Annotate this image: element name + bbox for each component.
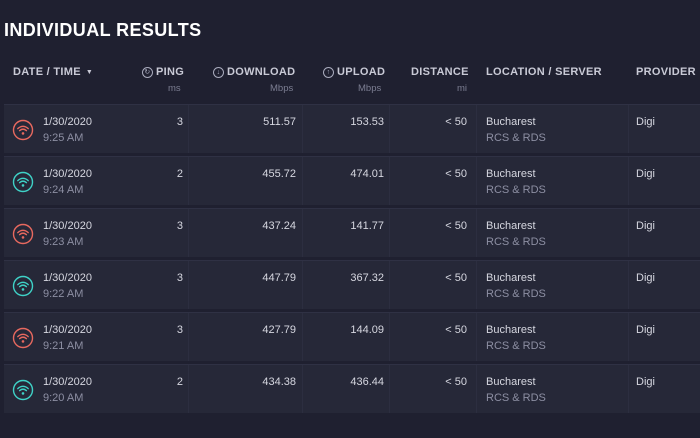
result-upload: 436.44 — [350, 376, 384, 388]
result-server: RCS & RDS — [486, 184, 546, 196]
result-upload: 474.01 — [350, 168, 384, 180]
result-distance: < 50 — [445, 324, 467, 336]
result-server: RCS & RDS — [486, 392, 546, 404]
result-upload: 141.77 — [350, 220, 384, 232]
result-provider: Digi — [636, 168, 655, 180]
result-upload: 144.09 — [350, 324, 384, 336]
result-date: 1/30/2020 — [43, 324, 92, 336]
wifi-icon — [12, 379, 34, 401]
wifi-icon — [12, 327, 34, 349]
result-location: Bucharest — [486, 116, 536, 128]
result-ping: 3 — [176, 116, 183, 128]
column-unit-ping: ms — [168, 83, 181, 94]
result-upload: 153.53 — [350, 116, 384, 128]
column-header-distance[interactable]: DISTANCE — [411, 66, 469, 78]
column-header-ping-label: PING — [156, 66, 185, 78]
column-header-location[interactable]: LOCATION / SERVER — [486, 66, 602, 78]
result-time: 9:22 AM — [43, 288, 84, 300]
result-provider: Digi — [636, 220, 655, 232]
column-header-download-label: DOWNLOAD — [227, 66, 296, 78]
result-location: Bucharest — [486, 324, 536, 336]
result-location: Bucharest — [486, 272, 536, 284]
result-location: Bucharest — [486, 376, 536, 388]
result-download: 455.72 — [262, 168, 296, 180]
result-ping: 3 — [176, 220, 183, 232]
result-distance: < 50 — [445, 116, 467, 128]
result-location: Bucharest — [486, 220, 536, 232]
result-provider: Digi — [636, 272, 655, 284]
page-title: INDIVIDUAL RESULTS — [4, 20, 202, 40]
column-header-upload-label: UPLOAD — [337, 66, 386, 78]
result-distance: < 50 — [445, 168, 467, 180]
result-location: Bucharest — [486, 168, 536, 180]
result-server: RCS & RDS — [486, 236, 546, 248]
result-row[interactable]: 1/30/2020 9:25 AM 3 511.57 153.53 < 50 B… — [4, 104, 700, 153]
upload-arrow-icon: ↑ — [323, 67, 334, 78]
result-download: 437.24 — [262, 220, 296, 232]
result-provider: Digi — [636, 116, 655, 128]
result-date: 1/30/2020 — [43, 272, 92, 284]
column-header-ping[interactable]: ↻ PING — [142, 66, 184, 78]
result-server: RCS & RDS — [486, 132, 546, 144]
ping-icon: ↻ — [142, 67, 153, 78]
download-arrow-icon: ↓ — [213, 67, 224, 78]
result-date: 1/30/2020 — [43, 376, 92, 388]
result-distance: < 50 — [445, 220, 467, 232]
column-header-download[interactable]: ↓ DOWNLOAD — [213, 66, 295, 78]
wifi-icon — [12, 223, 34, 245]
result-row[interactable]: 1/30/2020 9:22 AM 3 447.79 367.32 < 50 B… — [4, 260, 700, 309]
column-header-provider[interactable]: PROVIDER — [636, 66, 696, 78]
result-download: 511.57 — [263, 116, 296, 128]
result-server: RCS & RDS — [486, 288, 546, 300]
column-unit-upload: Mbps — [358, 83, 382, 94]
result-ping: 2 — [176, 168, 183, 180]
result-ping: 3 — [176, 324, 183, 336]
result-date: 1/30/2020 — [43, 168, 92, 180]
column-unit-distance: mi — [457, 83, 468, 94]
column-unit-download: Mbps — [270, 83, 294, 94]
result-download: 434.38 — [262, 376, 296, 388]
result-distance: < 50 — [445, 376, 467, 388]
result-ping: 3 — [176, 272, 183, 284]
result-row[interactable]: 1/30/2020 9:24 AM 2 455.72 474.01 < 50 B… — [4, 156, 700, 205]
result-time: 9:25 AM — [43, 132, 84, 144]
result-provider: Digi — [636, 324, 655, 336]
column-header-date-label: DATE / TIME — [13, 66, 81, 78]
result-distance: < 50 — [445, 272, 467, 284]
result-row[interactable]: 1/30/2020 9:21 AM 3 427.79 144.09 < 50 B… — [4, 312, 700, 361]
result-date: 1/30/2020 — [43, 220, 92, 232]
result-date: 1/30/2020 — [43, 116, 92, 128]
wifi-icon — [12, 119, 34, 141]
result-upload: 367.32 — [350, 272, 384, 284]
result-time: 9:21 AM — [43, 340, 84, 352]
result-row[interactable]: 1/30/2020 9:20 AM 2 434.38 436.44 < 50 B… — [4, 364, 700, 413]
result-download: 447.79 — [262, 272, 296, 284]
result-ping: 2 — [176, 376, 183, 388]
result-time: 9:24 AM — [43, 184, 84, 196]
result-row[interactable]: 1/30/2020 9:23 AM 3 437.24 141.77 < 50 B… — [4, 208, 700, 257]
result-provider: Digi — [636, 376, 655, 388]
sort-caret-icon: ▼ — [85, 69, 94, 76]
result-time: 9:23 AM — [43, 236, 84, 248]
wifi-icon — [12, 171, 34, 193]
wifi-icon — [12, 275, 34, 297]
result-time: 9:20 AM — [43, 392, 84, 404]
results-list: 1/30/2020 9:25 AM 3 511.57 153.53 < 50 B… — [4, 104, 700, 416]
column-header-upload[interactable]: ↑ UPLOAD — [323, 66, 385, 78]
result-server: RCS & RDS — [486, 340, 546, 352]
result-download: 427.79 — [262, 324, 296, 336]
column-header-date[interactable]: DATE / TIME ▼ — [13, 66, 93, 78]
table-header: DATE / TIME ▼ ↻ PING ms ↓ DOWNLOAD Mbps ↑ UP… — [0, 62, 700, 104]
